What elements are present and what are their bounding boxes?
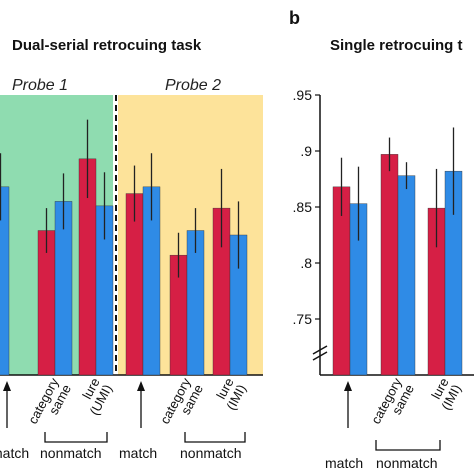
panel-b-letter: b <box>289 8 300 28</box>
category-label-a1-2: lure(IMI) <box>213 375 249 412</box>
nonmatch-label: nonmatch <box>40 445 101 461</box>
category-label-b-2: lure(IMI) <box>428 375 464 412</box>
nonmatch-label: nonmatch <box>180 445 241 461</box>
match-label: match <box>119 445 157 461</box>
blue-bar-a0-0 <box>0 186 10 376</box>
nonmatch-bracket <box>44 432 108 443</box>
panel-b-y-ticks: .95 .9 .85 .8 .75 <box>293 87 320 327</box>
match-arrow-icon <box>344 381 352 428</box>
category-label-a0-2: lure(UMI) <box>79 375 115 417</box>
y-tick-label: .85 <box>293 199 313 215</box>
match-label: match <box>0 445 29 461</box>
y-tick-label: .75 <box>293 311 313 327</box>
y-tick-label: .8 <box>300 255 312 271</box>
red-bar-b-1 <box>380 154 399 376</box>
y-tick-label: .95 <box>293 87 313 103</box>
bars <box>0 119 463 376</box>
panel-b-title: Single retrocuing t <box>330 37 463 54</box>
panel-a-title: Dual-serial retrocuing task <box>12 37 202 54</box>
nonmatch-label: nonmatch <box>376 455 437 471</box>
nonmatch-bracket <box>184 432 246 443</box>
y-tick-label: .9 <box>300 143 312 159</box>
match-arrow-icon <box>137 381 145 428</box>
nonmatch-bracket <box>375 440 441 451</box>
blue-bar-b-1 <box>397 175 416 376</box>
axis-break-icon <box>312 345 328 361</box>
probe-2-label: Probe 2 <box>165 77 221 94</box>
probe-1-label: Probe 1 <box>12 77 68 94</box>
match-arrow-icon <box>3 381 11 428</box>
match-label: match <box>325 455 363 471</box>
